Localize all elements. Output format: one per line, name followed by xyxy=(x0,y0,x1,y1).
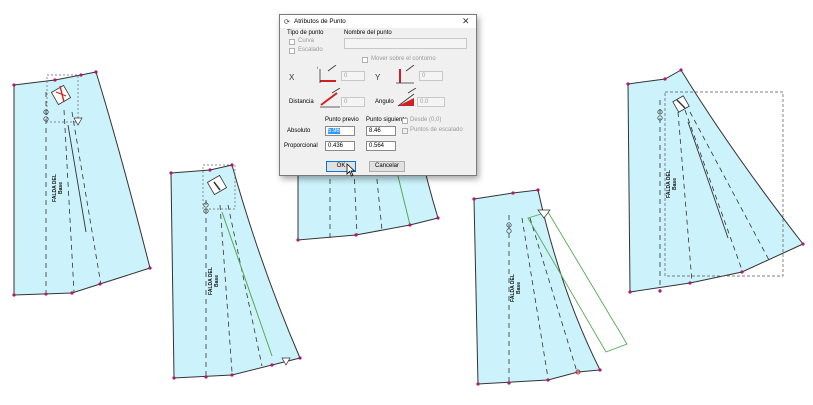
svg-text:I: I xyxy=(317,65,318,70)
nombre-del-punto-field[interactable] xyxy=(344,38,467,49)
nombre-del-punto-label: Nombre del punto xyxy=(344,30,392,36)
curva-label: Curva xyxy=(298,38,315,44)
punto-siguiente-label: Punto siguiente xyxy=(366,117,408,123)
absoluto-previo-value: 5.96 xyxy=(328,128,340,134)
distancia-field[interactable]: 0 xyxy=(341,97,365,107)
mover-contorno-checkbox[interactable] xyxy=(362,57,368,63)
pattern-piece-1[interactable] xyxy=(12,70,152,297)
pattern-label-2: FALDA DEL Base xyxy=(208,259,220,303)
x-label: X xyxy=(289,73,295,82)
app-icon: ⟳ xyxy=(284,19,290,26)
pattern-label-line2: Base xyxy=(516,282,522,294)
x-field[interactable]: 0 xyxy=(341,71,365,81)
proporcional-label: Proporcional xyxy=(284,143,318,149)
escalado-checkbox[interactable] xyxy=(289,48,295,54)
pattern-piece-5[interactable] xyxy=(626,68,805,294)
escalado-label: Escalado xyxy=(298,47,323,53)
ok-button[interactable]: OK xyxy=(326,161,356,172)
absoluto-label: Absoluto xyxy=(287,128,311,134)
mover-contorno-label: Mover sobre el contorno xyxy=(371,56,436,62)
angulo-label: Angulo xyxy=(375,99,394,105)
absoluto-siguiente-field[interactable]: 8.46 xyxy=(366,126,396,136)
distancia-label: Distancia xyxy=(289,99,314,105)
curva-checkbox[interactable] xyxy=(289,39,295,45)
angulo-field[interactable]: 0.0 xyxy=(417,97,445,107)
proporcional-previo-field[interactable]: 0.436 xyxy=(325,141,355,151)
distance-icon xyxy=(320,88,341,108)
tipo-de-punto-label: Tipo de punto xyxy=(287,30,324,36)
close-icon[interactable]: ✕ xyxy=(462,16,470,26)
dialog-title: Atributos de Punto xyxy=(294,18,346,25)
pattern-label-1: FALDA DEL Base xyxy=(52,166,64,210)
desde-checkbox[interactable] xyxy=(402,118,408,124)
pattern-piece-2[interactable] xyxy=(169,163,302,380)
pattern-piece-4[interactable] xyxy=(472,188,628,386)
puntos-escalado-checkbox[interactable] xyxy=(402,128,408,134)
cancel-button[interactable]: Cancelar xyxy=(369,161,405,172)
pattern-label-5: FALDA DEL Base xyxy=(666,162,678,206)
angle-icon xyxy=(397,88,417,107)
pattern-label-4: FALDA DEL Base xyxy=(510,266,522,310)
y-field[interactable]: 0 xyxy=(419,71,443,81)
mouse-cursor-icon xyxy=(346,163,356,177)
punto-previo-label: Punto previo xyxy=(325,117,359,123)
point-attributes-dialog[interactable]: ⟳ Atributos de Punto ✕ Tipo de punto Nom… xyxy=(279,14,477,176)
puntos-escalado-label: Puntos de escalado xyxy=(410,127,463,133)
proporcional-siguiente-field[interactable]: 0.564 xyxy=(366,141,396,151)
pattern-label-line2: Base xyxy=(672,178,678,190)
desde-label: Desde (0,0) xyxy=(410,117,442,123)
pattern-label-line2: Base xyxy=(214,275,220,287)
y-label: Y xyxy=(375,73,381,82)
x-offset-icon: I xyxy=(317,65,337,83)
y-offset-icon xyxy=(396,65,415,84)
absoluto-previo-field[interactable]: 5.96 xyxy=(325,126,355,136)
dialog-titlebar[interactable]: ⟳ Atributos de Punto ✕ xyxy=(280,15,476,28)
pattern-label-line2: Base xyxy=(58,182,64,194)
